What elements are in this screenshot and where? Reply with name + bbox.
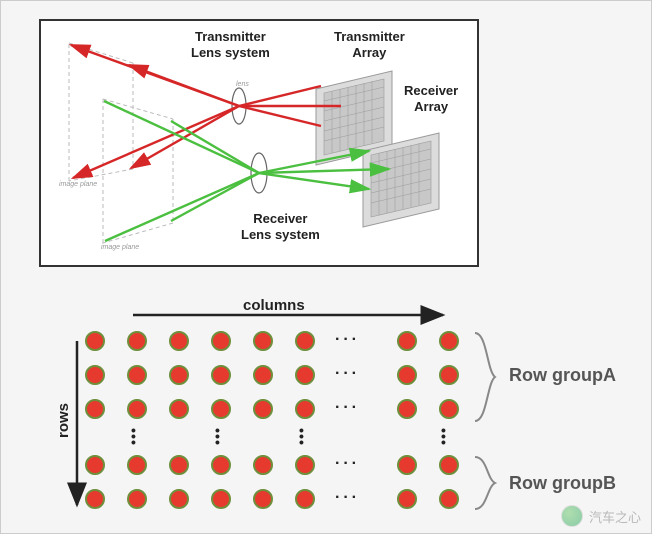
array-dot [439,331,459,351]
array-dot [85,331,105,351]
array-dot [397,331,417,351]
array-dot [211,455,231,475]
lens-small-label: lens [236,81,249,88]
array-dot [127,489,147,509]
array-dot [295,365,315,385]
array-dot [85,365,105,385]
array-dot [253,399,273,419]
tx-rays [71,45,341,178]
array-dot [439,489,459,509]
row-vdots: ••• [131,427,136,445]
array-dot [439,365,459,385]
array-dot [211,399,231,419]
row-group-b-label: Row groupB [509,473,616,494]
array-dot [169,489,189,509]
array-dot [211,365,231,385]
array-dot [439,455,459,475]
rx-array-label: ReceiverArray [404,83,458,116]
watermark-text: 汽车之心 [589,507,641,526]
array-dot [295,331,315,351]
dot-array-diagram: columns rows Row groupA Row groupB ··· ··… [37,283,637,515]
array-dot [211,331,231,351]
row-vdots: ••• [215,427,220,445]
array-dot [85,489,105,509]
array-dot [253,489,273,509]
array-dot [253,455,273,475]
top-figure-panel: TransmitterLens system TransmitterArray … [39,19,479,267]
array-dot [169,331,189,351]
array-dot [169,455,189,475]
array-dot [127,331,147,351]
array-dot [295,399,315,419]
image-plane-label-2: image plane [101,244,139,251]
watermark: 汽车之心 [561,505,641,527]
array-dot [211,489,231,509]
diagram-container: TransmitterLens system TransmitterArray … [0,0,652,534]
array-dot [127,455,147,475]
array-dot [397,365,417,385]
array-dot [85,455,105,475]
brace-group-a [475,333,495,421]
image-plane-2 [103,99,173,243]
array-dot [295,455,315,475]
array-dot [253,331,273,351]
col-ellipsis: ··· [335,365,360,383]
col-ellipsis: ··· [335,331,360,349]
row-vdots: ••• [441,427,446,445]
array-dot [127,399,147,419]
array-dot [397,489,417,509]
col-ellipsis: ··· [335,455,360,473]
array-dot [169,365,189,385]
array-dot [169,399,189,419]
row-vdots: ••• [299,427,304,445]
array-dot [127,365,147,385]
image-plane-label-1: image plane [59,181,97,188]
array-dot [397,399,417,419]
array-dot [439,399,459,419]
col-ellipsis: ··· [335,399,360,417]
array-dot [253,365,273,385]
columns-axis-label: columns [243,297,305,314]
brace-group-b [475,457,495,509]
array-dot [295,489,315,509]
tx-lens-label: TransmitterLens system [191,29,270,62]
row-group-a-label: Row groupA [509,365,616,386]
array-dot [85,399,105,419]
rx-lens-label: ReceiverLens system [241,211,320,244]
rows-axis-label: rows [55,403,72,438]
tx-array-label: TransmitterArray [334,29,405,62]
array-dot [397,455,417,475]
col-ellipsis: ··· [335,489,360,507]
wechat-icon [561,505,583,527]
